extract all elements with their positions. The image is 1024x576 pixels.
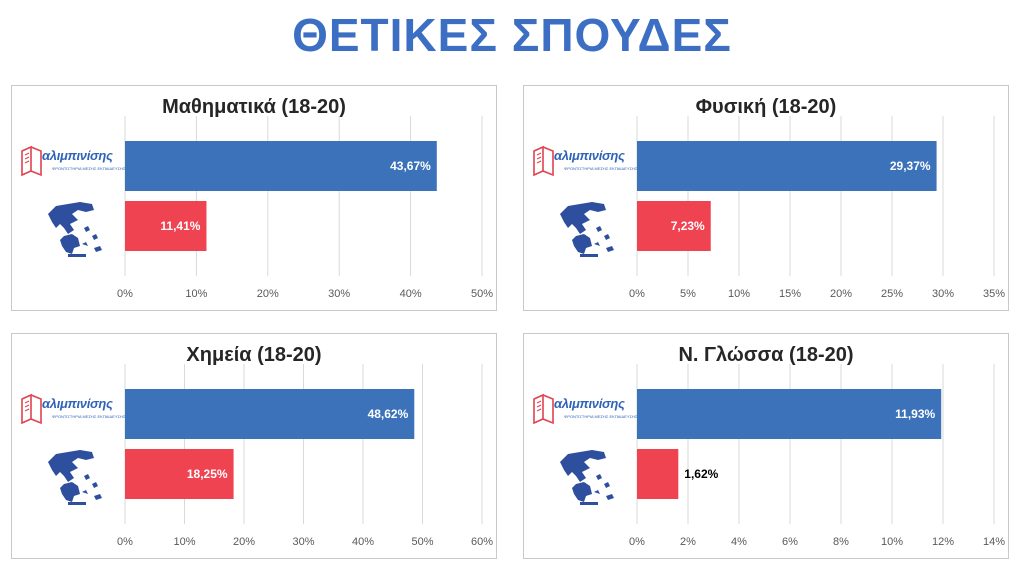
- chart-title: Χημεία (18-20): [186, 344, 322, 366]
- greece-map-icon: [48, 202, 102, 257]
- bar-chart: 0% 10% 20% 30% 40% 50% 60% 48,62% 18,25%: [117, 364, 493, 548]
- brand-name: αλιμπινίσης: [554, 148, 625, 163]
- brand-name: αλιμπινίσης: [42, 148, 113, 163]
- brand-logo: αλιμπινίσης ΦΡΟΝΤΙΣΤΗΡΙΑ ΜΕΣΗΣ ΕΚΠΑΙΔΕΥΣ…: [20, 393, 128, 425]
- brand-logo: αλιμπινίσης ΦΡΟΝΤΙΣΤΗΡΙΑ ΜΕΣΗΣ ΕΚΠΑΙΔΕΥΣ…: [532, 393, 640, 425]
- book-logo-icon: [21, 145, 42, 177]
- x-tick-label: 50%: [471, 288, 493, 300]
- bar-greece: [125, 201, 207, 251]
- greece-map-icon: [560, 450, 614, 505]
- bar-alimpinisis: [125, 141, 437, 191]
- x-tick-label: 25%: [881, 288, 903, 300]
- brand-tagline: ΦΡΟΝΤΙΣΤΗΡΙΑ ΜΕΣΗΣ ΕΚΠΑΙΔΕΥΣΗΣ: [564, 166, 638, 171]
- x-tick-label: 30%: [328, 288, 350, 300]
- bar-value-label: 11,93%: [895, 407, 935, 421]
- x-tick-label: 2%: [680, 536, 696, 548]
- bar-value-label: 11,41%: [160, 219, 200, 233]
- bar-value-label: 7,23%: [671, 219, 705, 233]
- x-tick-label: 10%: [881, 536, 903, 548]
- x-tick-label: 50%: [411, 536, 433, 548]
- x-tick-label: 12%: [932, 536, 954, 548]
- bar-chart: 0% 10% 20% 30% 40% 50% 43,67% 11,41%: [117, 116, 493, 300]
- x-tick-label: 60%: [471, 536, 493, 548]
- x-tick-label: 20%: [233, 536, 255, 548]
- x-tick-label: 35%: [983, 288, 1005, 300]
- greece-map-icon: [48, 450, 102, 505]
- x-tick-label: 30%: [292, 536, 314, 548]
- x-tick-label: 5%: [680, 288, 696, 300]
- bar-greece: [637, 449, 679, 499]
- bar-value-label: 29,37%: [890, 159, 931, 173]
- x-tick-label: 6%: [782, 536, 798, 548]
- chart-panel-language: Ν. Γλώσσα (18-20) 0% 2% 4% 6% 8% 10% 12% 14% 11,…: [523, 333, 1009, 559]
- brand-tagline: ΦΡΟΝΤΙΣΤΗΡΙΑ ΜΕΣΗΣ ΕΚΠΑΙΔΕΥΣΗΣ: [52, 166, 126, 171]
- x-tick-label: 0%: [629, 288, 645, 300]
- chart-panel-physics: Φυσική (18-20) 0% 5% 10% 15% 20% 25% 30% 35% 29,…: [523, 85, 1009, 311]
- brand-logo: αλιμπινίσης ΦΡΟΝΤΙΣΤΗΡΙΑ ΜΕΣΗΣ ΕΚΠΑΙΔΕΥΣ…: [20, 145, 128, 177]
- brand-logo: αλιμπινίσης ΦΡΟΝΤΙΣΤΗΡΙΑ ΜΕΣΗΣ ΕΚΠΑΙΔΕΥΣ…: [532, 145, 640, 177]
- bar-alimpinisis: [637, 389, 942, 439]
- brand-name: αλιμπινίσης: [42, 396, 113, 411]
- x-tick-label: 10%: [185, 288, 207, 300]
- page-title: ΘΕΤΙΚΕΣ ΣΠΟΥΔΕΣ: [292, 9, 732, 61]
- bar-alimpinisis: [125, 389, 415, 439]
- x-tick-label: 20%: [830, 288, 852, 300]
- bar-value-label: 18,25%: [187, 467, 228, 481]
- x-tick-label: 14%: [983, 536, 1005, 548]
- bar-value-label: 48,62%: [368, 407, 409, 421]
- bar-alimpinisis: [637, 141, 937, 191]
- x-tick-label: 40%: [400, 288, 422, 300]
- bar-chart: 0% 5% 10% 15% 20% 25% 30% 35% 29,37% 7,23%: [629, 116, 1005, 300]
- x-tick-label: 0%: [629, 536, 645, 548]
- greece-map-icon: [560, 202, 614, 257]
- chart-panel-mathematics: Μαθηματικά (18-20) 0% 10% 20% 30% 40% 50% 43,6…: [11, 85, 497, 311]
- x-tick-label: 10%: [728, 288, 750, 300]
- x-tick-label: 20%: [257, 288, 279, 300]
- x-tick-label: 30%: [932, 288, 954, 300]
- bar-greece: [637, 201, 711, 251]
- book-logo-icon: [533, 393, 554, 425]
- x-tick-label: 10%: [173, 536, 195, 548]
- brand-tagline: ΦΡΟΝΤΙΣΤΗΡΙΑ ΜΕΣΗΣ ΕΚΠΑΙΔΕΥΣΗΣ: [52, 414, 126, 419]
- brand-tagline: ΦΡΟΝΤΙΣΤΗΡΙΑ ΜΕΣΗΣ ΕΚΠΑΙΔΕΥΣΗΣ: [564, 414, 638, 419]
- bar-greece: [125, 449, 234, 499]
- x-tick-label: 40%: [352, 536, 374, 548]
- bar-chart: 0% 2% 4% 6% 8% 10% 12% 14% 11,93% 1,62%: [629, 364, 1005, 548]
- book-logo-icon: [21, 393, 42, 425]
- chart-panel-chemistry: Χημεία (18-20) 0% 10% 20% 30% 40% 50% 60% 48,62…: [11, 333, 497, 559]
- book-logo-icon: [533, 145, 554, 177]
- brand-name: αλιμπινίσης: [554, 396, 625, 411]
- x-tick-label: 4%: [731, 536, 747, 548]
- x-tick-label: 0%: [117, 536, 133, 548]
- bar-value-label: 43,67%: [390, 159, 431, 173]
- x-tick-label: 15%: [779, 288, 801, 300]
- bar-value-label: 1,62%: [684, 467, 718, 481]
- chart-title: Φυσική (18-20): [695, 96, 837, 118]
- x-tick-label: 8%: [833, 536, 849, 548]
- chart-title: Ν. Γλώσσα (18-20): [678, 344, 854, 366]
- x-tick-label: 0%: [117, 288, 133, 300]
- chart-title: Μαθηματικά (18-20): [162, 96, 346, 118]
